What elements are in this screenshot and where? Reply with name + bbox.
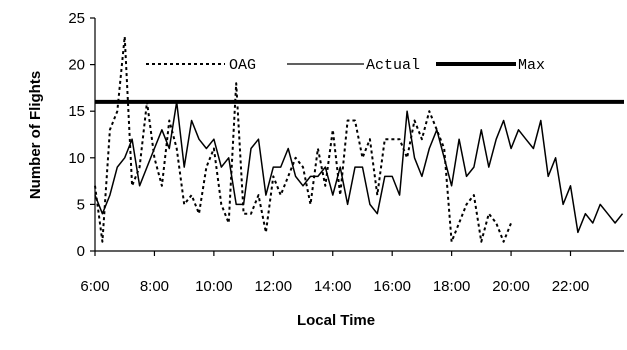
x-tick-label: 8:00 — [140, 278, 169, 295]
y-tick-label: 5 — [77, 196, 85, 213]
y-axis-title: Number of Flights — [27, 71, 44, 199]
x-ticks: 6:00 8:00 10:00 12:00 14:00 16:00 18:00 20:00 22… — [80, 251, 589, 295]
x-tick-label: 14:00 — [314, 278, 352, 295]
y-tick-label: 20 — [68, 57, 85, 74]
legend-max-label: Max — [518, 57, 545, 74]
y-tick-label: 10 — [68, 150, 85, 167]
x-tick-label: 10:00 — [195, 278, 233, 295]
series-line-actual — [94, 101, 624, 234]
x-tick-label: 12:00 — [255, 278, 293, 295]
axes — [94, 18, 624, 252]
x-tick-label: 16:00 — [373, 278, 411, 295]
y-ticks: 0 5 10 15 20 25 — [68, 10, 95, 260]
x-tick-label: 18:00 — [433, 278, 471, 295]
x-tick-label: 20:00 — [492, 278, 530, 295]
x-tick-label: 6:00 — [80, 278, 109, 295]
legend-actual-label: Actual — [366, 57, 420, 74]
legend-oag-label: OAG — [229, 57, 256, 74]
y-tick-label: 25 — [68, 10, 85, 27]
x-tick-label: 22:00 — [552, 278, 590, 295]
x-axis-title: Local Time — [297, 312, 375, 329]
y-tick-label: 15 — [68, 103, 85, 120]
series-layer — [94, 35, 624, 243]
series-line-oag — [94, 35, 513, 243]
legend: OAG Actual Max — [140, 50, 580, 76]
y-tick-label: 0 — [77, 243, 85, 260]
